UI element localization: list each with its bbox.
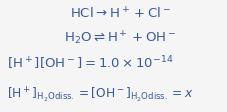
Text: $\mathsf{HCl \rightarrow H^+ + Cl^-}$: $\mathsf{HCl \rightarrow H^+ + Cl^-}$	[70, 6, 171, 21]
Text: $\mathsf{H_2O \rightleftharpoons H^+ + OH^-}$: $\mathsf{H_2O \rightleftharpoons H^+ + O…	[64, 29, 176, 47]
Text: $\mathsf{[H^+]_{H_2Odiss.} = [OH^-]_{H_2Odiss.} = \mathit{x}}$: $\mathsf{[H^+]_{H_2Odiss.} = [OH^-]_{H_2…	[7, 85, 193, 103]
Text: $\mathsf{[H^+][OH^-] = 1.0 \times 10^{-14}}$: $\mathsf{[H^+][OH^-] = 1.0 \times 10^{-1…	[7, 54, 173, 71]
